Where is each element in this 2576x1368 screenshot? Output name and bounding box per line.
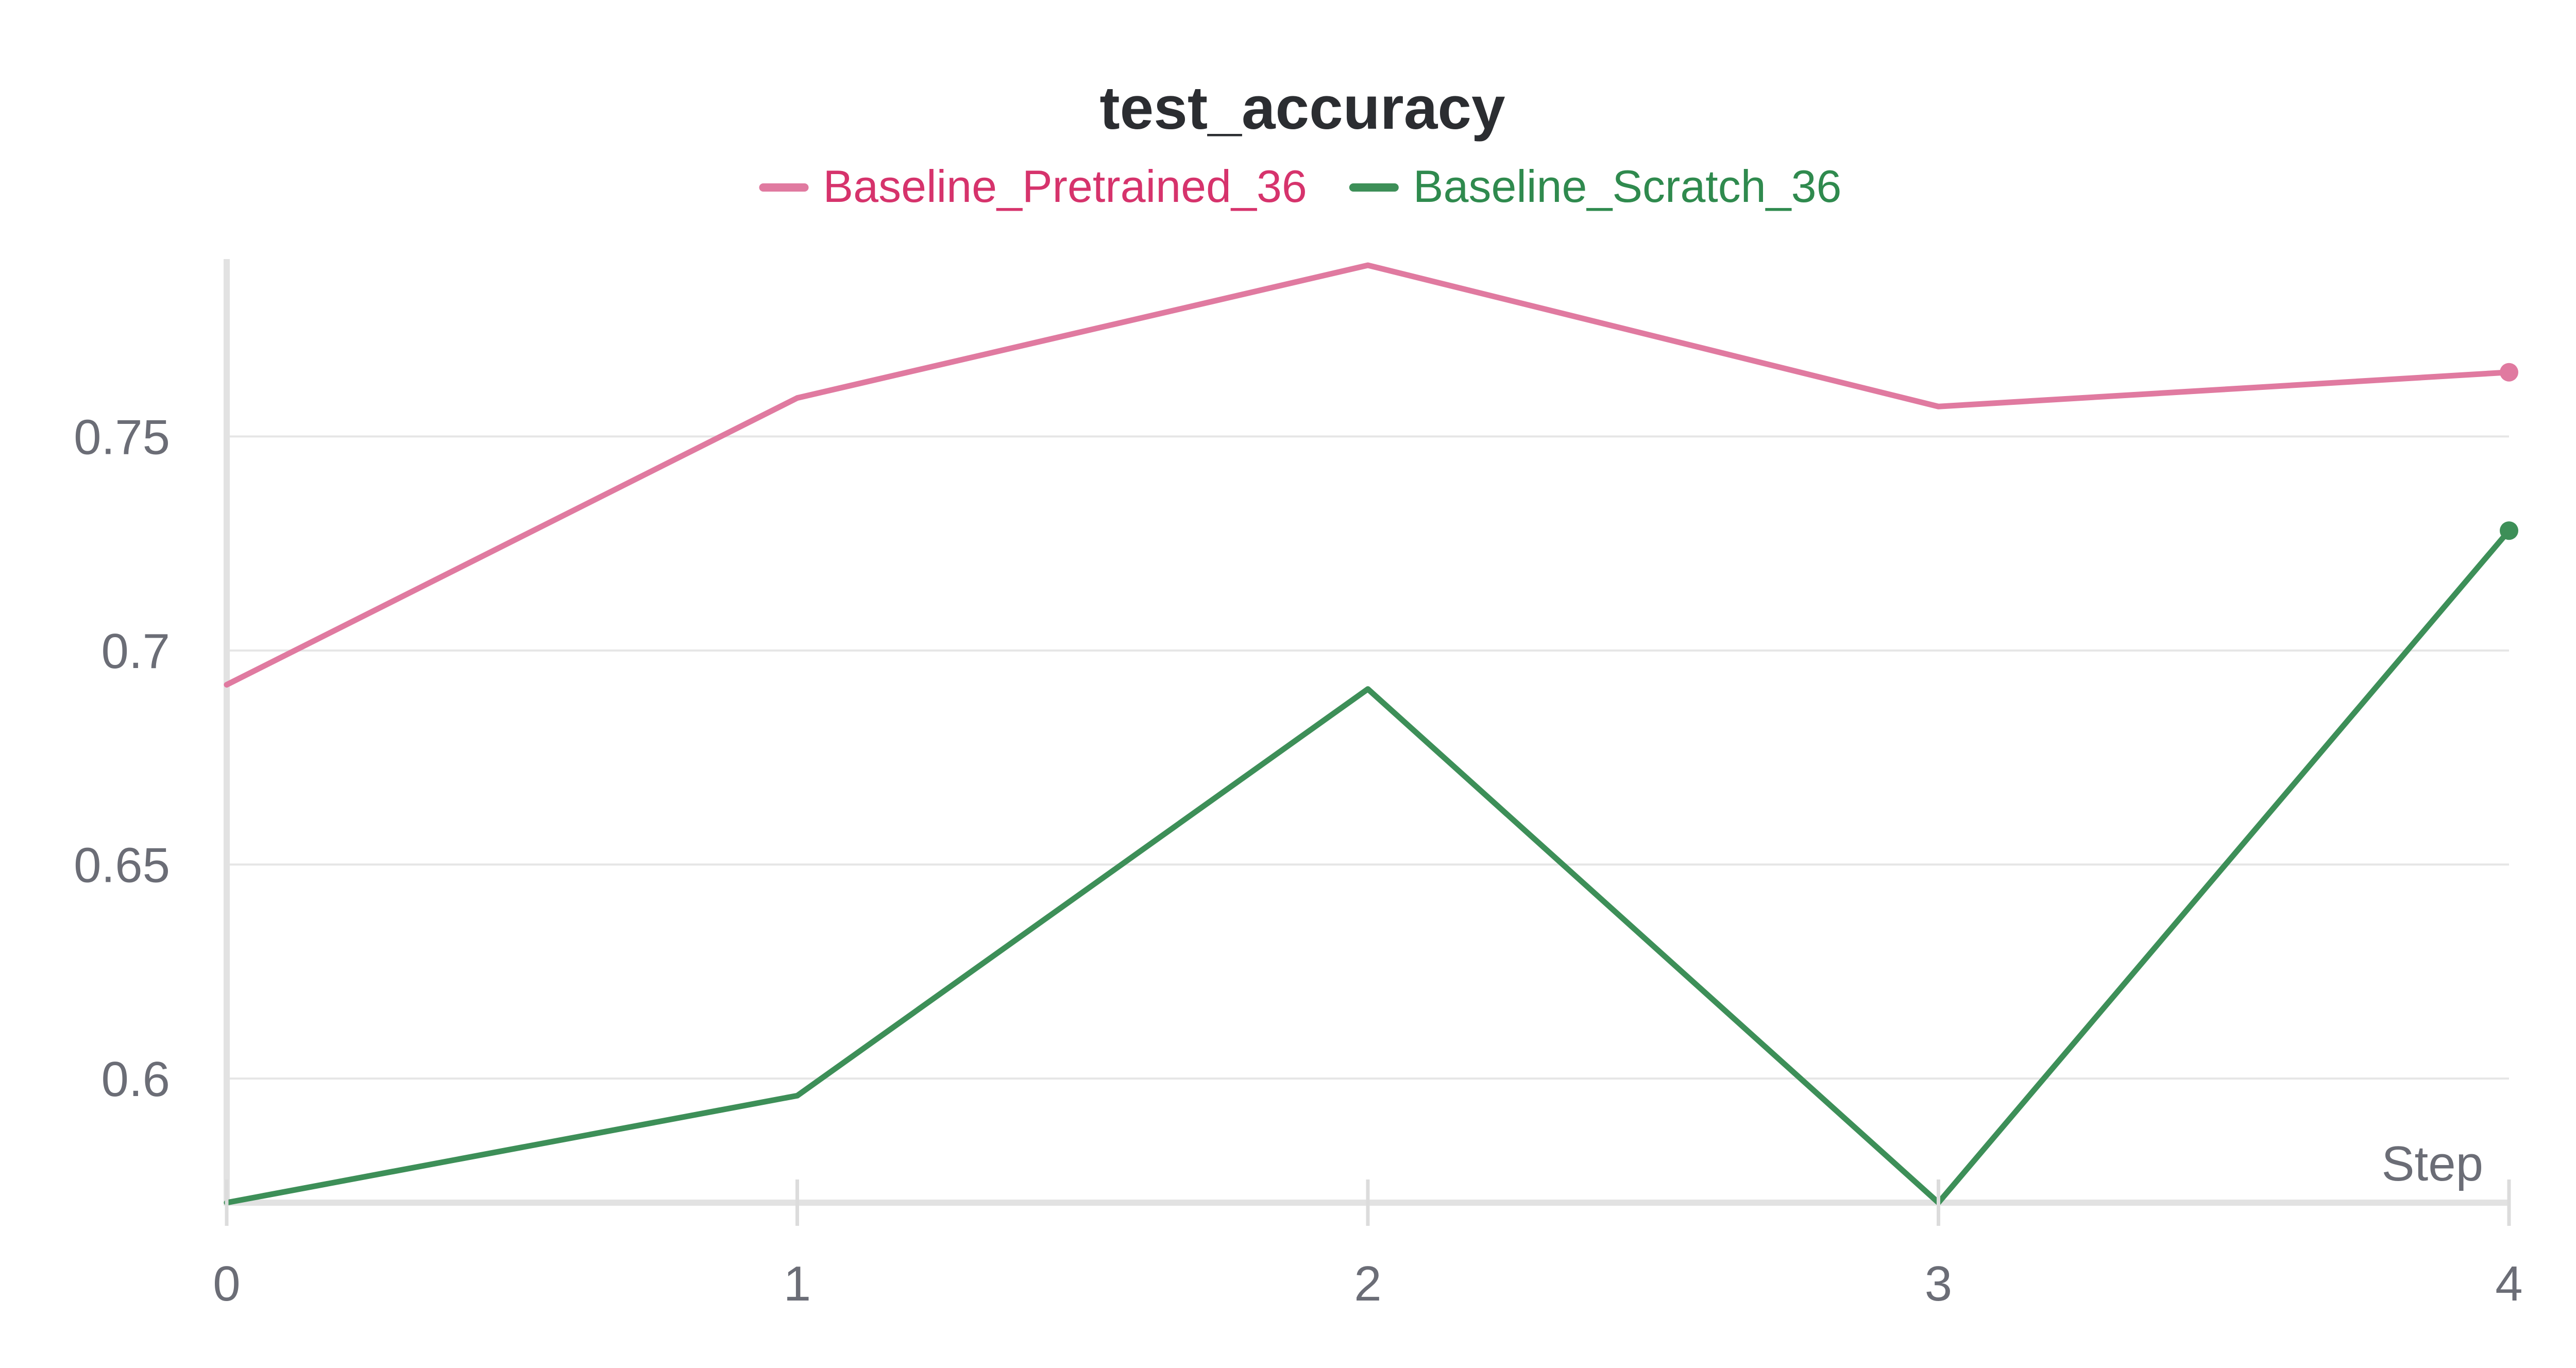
x-tick-label: 4 xyxy=(2495,1256,2522,1311)
series-line-1 xyxy=(224,527,2512,1206)
chart-title: test_accuracy xyxy=(1099,74,1505,142)
series-line-0 xyxy=(224,262,2512,688)
x-axis-ticks: 0 1 2 3 4 xyxy=(213,1179,2523,1311)
x-tick-label: 0 xyxy=(213,1256,240,1311)
legend-label: Baseline_Pretrained_36 xyxy=(823,161,1307,212)
y-tick-label: 0.65 xyxy=(74,837,170,893)
series-end-marker-1 xyxy=(2500,521,2518,540)
y-tick-label: 0.6 xyxy=(101,1052,170,1107)
legend-item: Baseline_Scratch_36 xyxy=(1349,161,1842,212)
x-tick-label: 3 xyxy=(1925,1256,1952,1311)
series-end-marker-0 xyxy=(2500,363,2518,382)
legend: Baseline_Pretrained_36 Baseline_Scratch_3… xyxy=(759,161,1842,212)
y-axis-ticks: 0.6 0.65 0.7 0.75 xyxy=(74,409,170,1107)
gridlines xyxy=(227,435,2509,1080)
x-tick-label: 2 xyxy=(1354,1256,1381,1311)
axes xyxy=(224,259,2509,1206)
series-lines xyxy=(224,262,2518,1206)
legend-label: Baseline_Scratch_36 xyxy=(1413,161,1842,212)
x-tick-label: 1 xyxy=(784,1256,811,1311)
x-axis-title: Step xyxy=(2382,1136,2483,1191)
y-tick-label: 0.7 xyxy=(101,624,170,679)
y-tick-label: 0.75 xyxy=(74,409,170,465)
legend-item: Baseline_Pretrained_36 xyxy=(759,161,1307,212)
